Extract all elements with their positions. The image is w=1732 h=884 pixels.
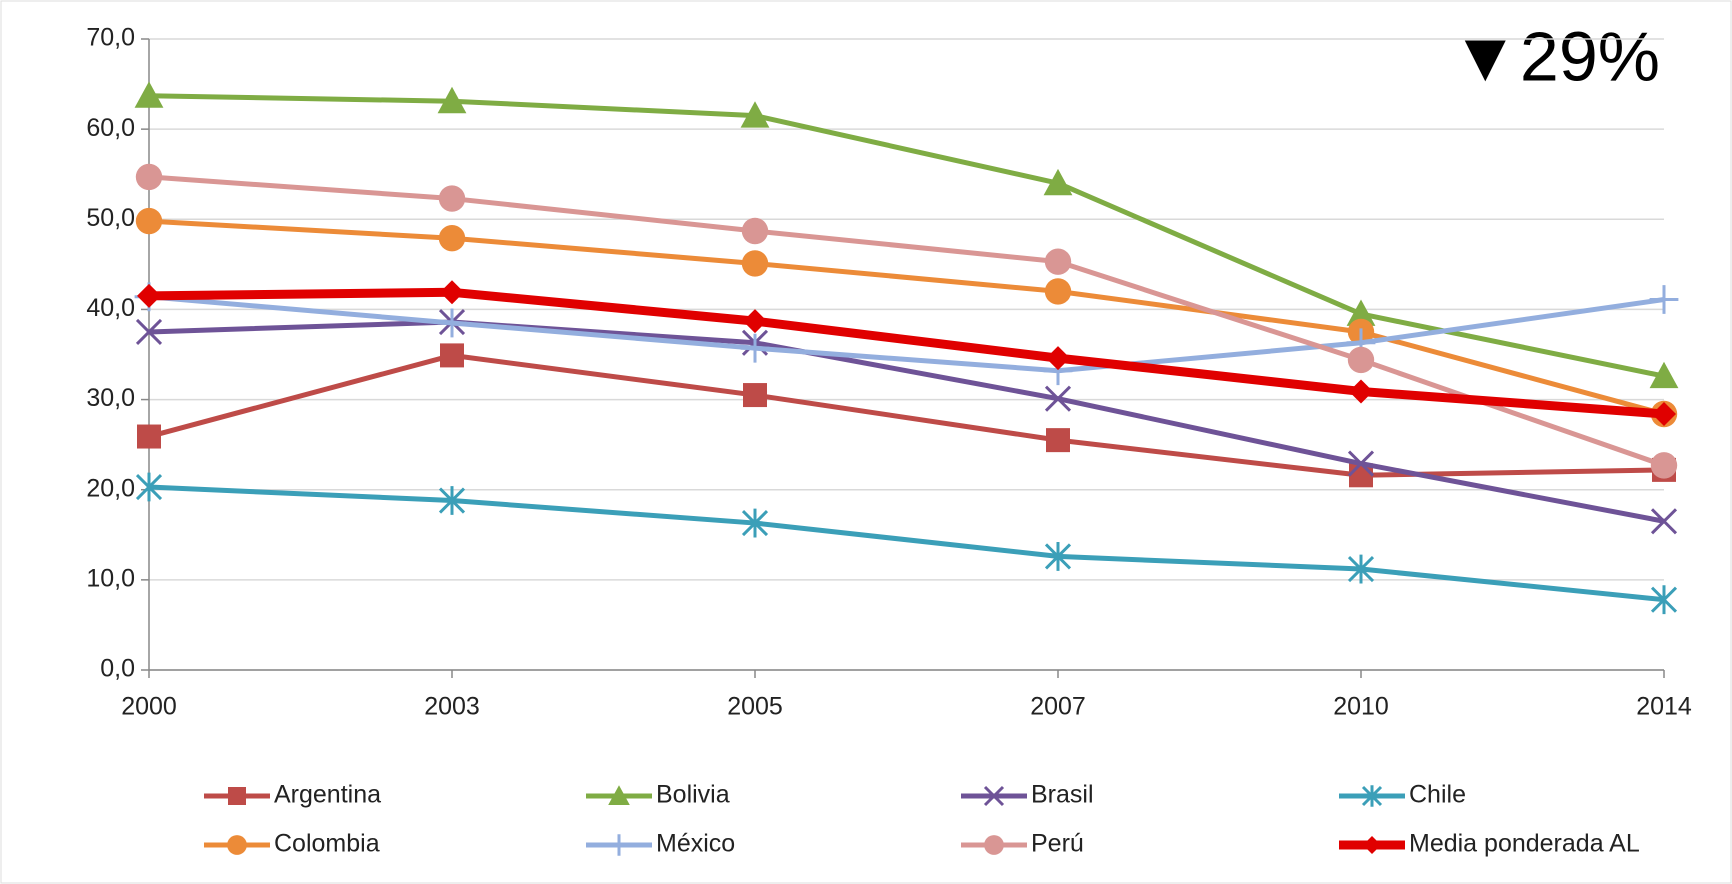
- legend-label: Brasil: [1031, 781, 1094, 809]
- x-tick-label: 2007: [1030, 693, 1086, 721]
- marker: [608, 785, 630, 805]
- marker: [1361, 785, 1383, 807]
- marker: [137, 283, 161, 308]
- x-tick-label: 2014: [1636, 693, 1692, 721]
- marker: [984, 835, 1004, 855]
- marker: [741, 508, 769, 538]
- y-tick-label: 40,0: [86, 294, 135, 322]
- marker: [440, 280, 464, 305]
- marker: [1347, 346, 1375, 374]
- marker: [1347, 554, 1375, 584]
- marker: [740, 101, 770, 128]
- marker: [1044, 385, 1072, 412]
- series: [134, 81, 1679, 389]
- legend-label: Bolivia: [656, 781, 730, 809]
- marker: [1649, 285, 1679, 314]
- series: [137, 280, 1676, 426]
- line: [148, 319, 1665, 524]
- marker: [437, 86, 467, 114]
- marker: [1650, 585, 1678, 615]
- line: [148, 174, 1665, 468]
- marker: [135, 163, 163, 191]
- x-tick-label: 2003: [424, 693, 480, 721]
- y-tick-label: 60,0: [86, 114, 135, 142]
- marker: [743, 309, 767, 334]
- annotation: ▼29%: [1451, 17, 1660, 95]
- marker: [1652, 401, 1676, 426]
- legend-label: México: [656, 830, 735, 858]
- marker: [135, 207, 163, 235]
- line: [148, 484, 1665, 603]
- y-tick-label: 0,0: [100, 655, 135, 683]
- marker: [608, 834, 630, 856]
- marker: [438, 225, 466, 252]
- legend-label: Colombia: [274, 830, 380, 858]
- series: [135, 472, 1678, 615]
- marker: [227, 835, 247, 855]
- line: [148, 294, 1665, 374]
- line: [148, 218, 1665, 417]
- marker: [438, 185, 466, 212]
- legend-label: Perú: [1031, 830, 1084, 858]
- marker: [1347, 450, 1375, 477]
- marker: [1349, 379, 1373, 404]
- series: [135, 207, 1678, 428]
- marker: [437, 308, 467, 338]
- series: [135, 308, 1678, 535]
- marker: [1346, 299, 1376, 326]
- line: [148, 287, 1665, 419]
- legend-label: Argentina: [274, 781, 381, 809]
- legend-label: Chile: [1409, 781, 1466, 809]
- marker: [740, 333, 770, 363]
- marker: [1044, 248, 1072, 275]
- marker: [983, 785, 1005, 807]
- marker: [1046, 346, 1070, 371]
- x-tick-label: 2010: [1333, 693, 1389, 721]
- y-tick-label: 50,0: [86, 204, 135, 232]
- marker: [1043, 168, 1073, 196]
- marker: [743, 383, 767, 408]
- marker: [1363, 836, 1381, 854]
- marker: [137, 424, 161, 449]
- x-tick-label: 2005: [727, 693, 783, 721]
- marker: [1650, 452, 1678, 479]
- marker: [228, 787, 246, 805]
- marker: [438, 486, 466, 515]
- marker: [135, 318, 163, 346]
- y-tick-label: 20,0: [86, 474, 135, 502]
- legend-label: Media ponderada AL: [1409, 830, 1640, 858]
- series: [135, 163, 1678, 479]
- marker: [440, 343, 464, 368]
- marker: [1649, 361, 1679, 389]
- marker: [1046, 428, 1070, 453]
- y-tick-label: 70,0: [86, 24, 135, 52]
- marker: [1044, 278, 1072, 305]
- line: [148, 93, 1665, 379]
- series: [134, 282, 1679, 386]
- x-tick-label: 2000: [121, 693, 177, 721]
- marker: [1650, 508, 1678, 535]
- marker: [135, 472, 163, 502]
- marker: [1044, 542, 1072, 571]
- y-tick-label: 30,0: [86, 384, 135, 412]
- marker: [134, 81, 164, 108]
- marker: [741, 217, 769, 245]
- y-tick-label: 10,0: [86, 564, 135, 592]
- marker: [741, 250, 769, 277]
